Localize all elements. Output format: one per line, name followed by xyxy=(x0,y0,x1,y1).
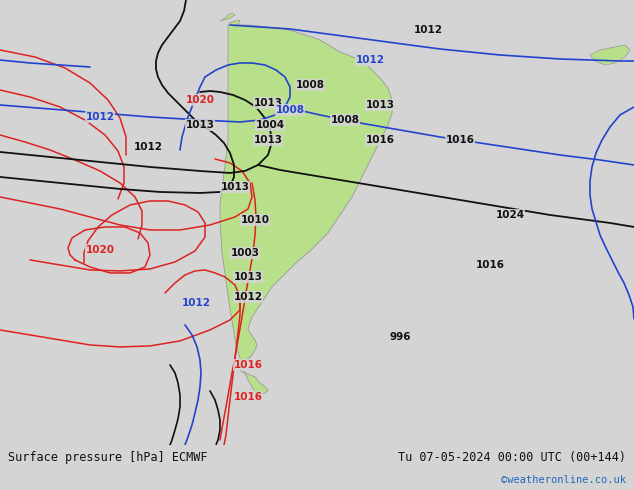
Text: 1008: 1008 xyxy=(276,105,304,115)
Text: 1016: 1016 xyxy=(365,135,394,145)
Text: 1012: 1012 xyxy=(181,298,210,308)
Polygon shape xyxy=(220,20,393,395)
Text: 1003: 1003 xyxy=(231,248,259,258)
Text: 1020: 1020 xyxy=(186,95,214,105)
Text: Surface pressure [hPa] ECMWF: Surface pressure [hPa] ECMWF xyxy=(8,451,207,465)
Text: 1013: 1013 xyxy=(254,98,283,108)
Text: 1013: 1013 xyxy=(254,135,283,145)
Text: 1012: 1012 xyxy=(356,55,384,65)
Text: 1020: 1020 xyxy=(86,245,115,255)
Text: 1012: 1012 xyxy=(413,25,443,35)
Text: 1024: 1024 xyxy=(495,210,524,220)
Text: 1013: 1013 xyxy=(221,182,250,192)
Text: 1016: 1016 xyxy=(233,360,262,370)
Text: 1016: 1016 xyxy=(476,260,505,270)
Text: 996: 996 xyxy=(389,332,411,342)
Text: 1012: 1012 xyxy=(134,142,162,152)
Text: ©weatheronline.co.uk: ©weatheronline.co.uk xyxy=(501,475,626,485)
Text: 1016: 1016 xyxy=(233,392,262,402)
Polygon shape xyxy=(220,13,235,21)
Text: 1013: 1013 xyxy=(186,120,214,130)
Text: 1008: 1008 xyxy=(295,80,325,90)
Text: 1013: 1013 xyxy=(233,272,262,282)
Text: 1004: 1004 xyxy=(256,120,285,130)
Text: 1012: 1012 xyxy=(233,292,262,302)
Text: 1012: 1012 xyxy=(86,112,115,122)
Text: 1008: 1008 xyxy=(330,115,359,125)
Text: 1016: 1016 xyxy=(446,135,474,145)
Text: 1010: 1010 xyxy=(240,215,269,225)
Text: 1013: 1013 xyxy=(365,100,394,110)
Polygon shape xyxy=(590,45,630,65)
Text: Tu 07-05-2024 00:00 UTC (00+144): Tu 07-05-2024 00:00 UTC (00+144) xyxy=(398,451,626,465)
